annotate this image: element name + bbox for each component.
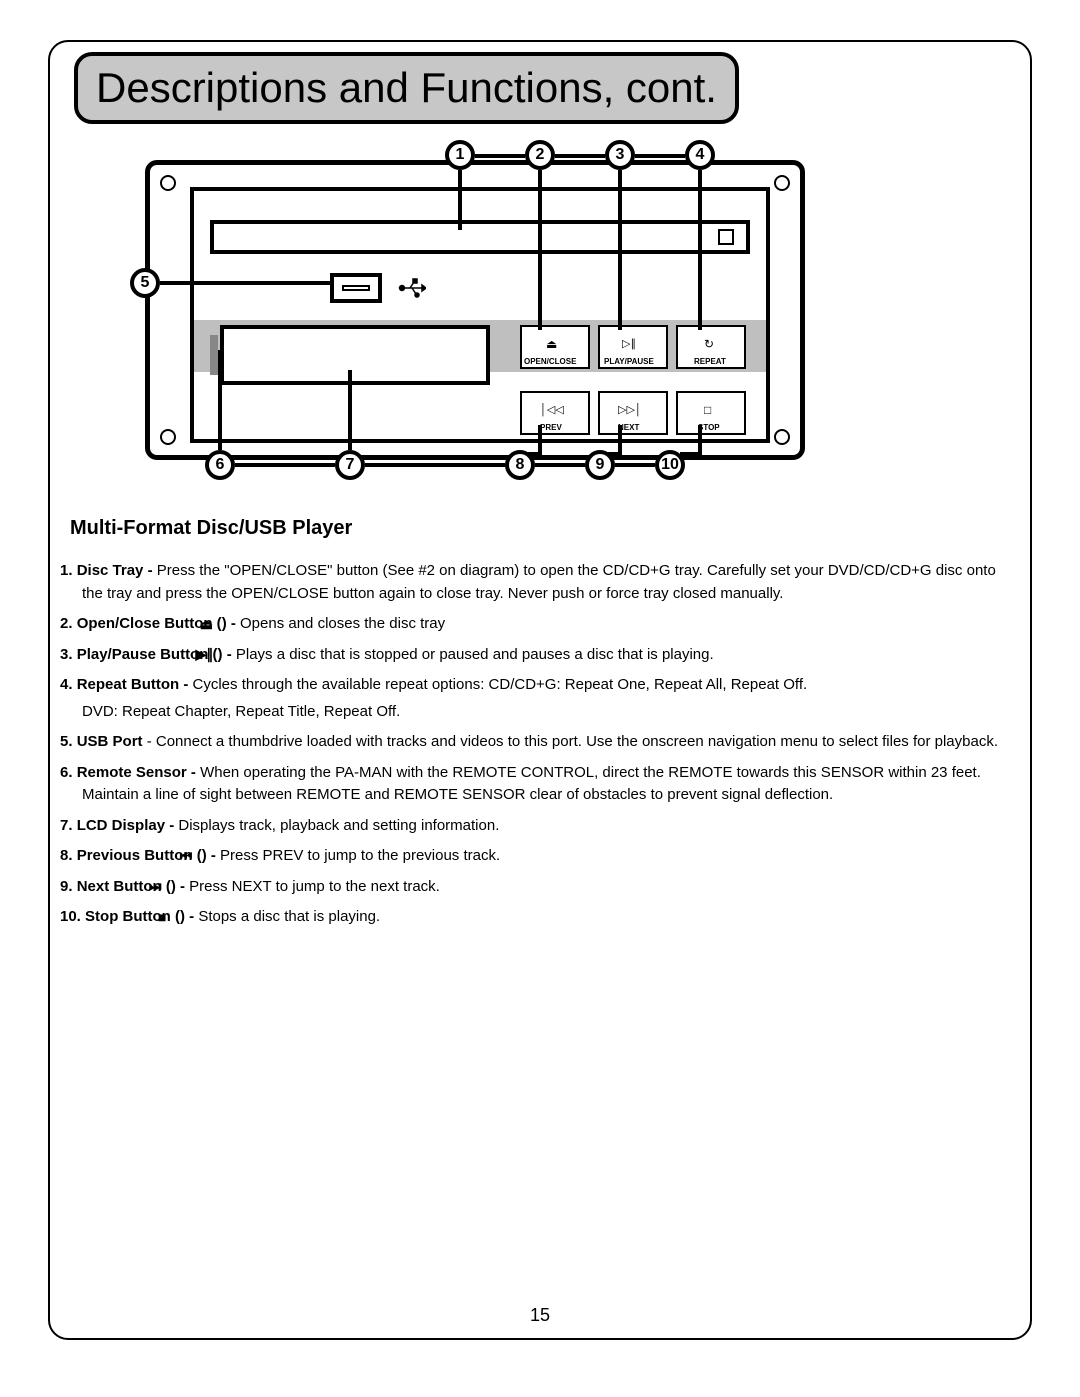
desc-item-10: 10. Stop Button (■) - Stops a disc that …: [60, 906, 1020, 929]
callout-9: 9: [585, 450, 615, 480]
play-pause-label: PLAY/PAUSE: [604, 357, 654, 366]
callout-10: 10: [655, 450, 685, 480]
repeat-icon: ↻: [704, 337, 714, 351]
callout-line: [348, 370, 352, 450]
usb-icon: [398, 277, 426, 305]
screw-icon: [774, 175, 790, 191]
remote-sensor: [210, 335, 218, 375]
callout-3: 3: [605, 140, 635, 170]
disc-tray: [210, 220, 750, 254]
next-icon: ▷▷│: [618, 403, 642, 416]
desc-item-1: 1. Disc Tray - Press the "OPEN/CLOSE" bu…: [60, 560, 1020, 605]
callout-line: [235, 463, 335, 467]
callout-line: [698, 425, 702, 455]
callout-6: 6: [205, 450, 235, 480]
callout-5: 5: [130, 268, 160, 298]
page-number: 15: [0, 1305, 1080, 1326]
callout-line: [475, 154, 525, 158]
callout-1: 1: [445, 140, 475, 170]
stop-icon: □: [704, 403, 711, 417]
callout-line: [698, 170, 702, 330]
callout-line: [618, 170, 622, 330]
callout-line: [680, 452, 700, 456]
desc-item-8: 8. Previous Button (⏮) - Press PREV to j…: [60, 845, 1020, 868]
desc-item-5: 5. USB Port - Connect a thumbdrive loade…: [60, 731, 1020, 754]
callout-line: [365, 463, 505, 467]
callout-line: [635, 154, 685, 158]
callout-line: [535, 463, 585, 467]
desc-item-9: 9. Next Button (⏭) - Press NEXT to jump …: [60, 876, 1020, 899]
screw-icon: [774, 429, 790, 445]
page-title: Descriptions and Functions, cont.: [96, 64, 717, 111]
callout-4: 4: [685, 140, 715, 170]
screw-icon: [160, 429, 176, 445]
section-subtitle: Multi-Format Disc/USB Player: [70, 517, 352, 540]
callout-line: [618, 425, 622, 455]
lcd-display: [220, 325, 490, 385]
callout-line: [555, 154, 605, 158]
desc-item-6: 6. Remote Sensor - When operating the PA…: [60, 762, 1020, 807]
callout-line: [218, 350, 222, 450]
callout-line: [160, 281, 330, 285]
screw-icon: [160, 175, 176, 191]
repeat-label: REPEAT: [694, 357, 726, 366]
desc-item-2: 2. Open/Close Button (⏏) - Opens and clo…: [60, 613, 1020, 636]
callout-8: 8: [505, 450, 535, 480]
desc-item-7: 7. LCD Display - Displays track, playbac…: [60, 815, 1020, 838]
desc-item-3: 3. Play/Pause Button (▶∥) - Plays a disc…: [60, 644, 1020, 667]
player-diagram: ⏏ OPEN/CLOSE ▷∥ PLAY/PAUSE ↻ REPEAT │◁◁ …: [145, 160, 805, 490]
play-pause-icon: ▷∥: [622, 337, 636, 350]
description-list: 1. Disc Tray - Press the "OPEN/CLOSE" bu…: [60, 560, 1020, 937]
prev-icon: │◁◁: [540, 403, 564, 416]
open-close-label: OPEN/CLOSE: [524, 357, 576, 366]
prev-label: PREV: [540, 423, 562, 432]
player-outer-frame: ⏏ OPEN/CLOSE ▷∥ PLAY/PAUSE ↻ REPEAT │◁◁ …: [145, 160, 805, 460]
callout-line: [615, 463, 655, 467]
desc-item-4: 4. Repeat Button - Cycles through the av…: [60, 674, 1020, 697]
callout-7: 7: [335, 450, 365, 480]
page-title-box: Descriptions and Functions, cont.: [74, 52, 739, 124]
callout-line: [538, 425, 542, 455]
callout-2: 2: [525, 140, 555, 170]
callout-line: [458, 170, 462, 230]
tray-notch: [718, 229, 734, 245]
usb-port: [330, 273, 382, 303]
callout-line: [538, 170, 542, 330]
eject-icon: ⏏: [546, 337, 557, 351]
usb-slot: [342, 285, 370, 291]
desc-item-4-cont: DVD: Repeat Chapter, Repeat Title, Repea…: [60, 701, 1020, 724]
